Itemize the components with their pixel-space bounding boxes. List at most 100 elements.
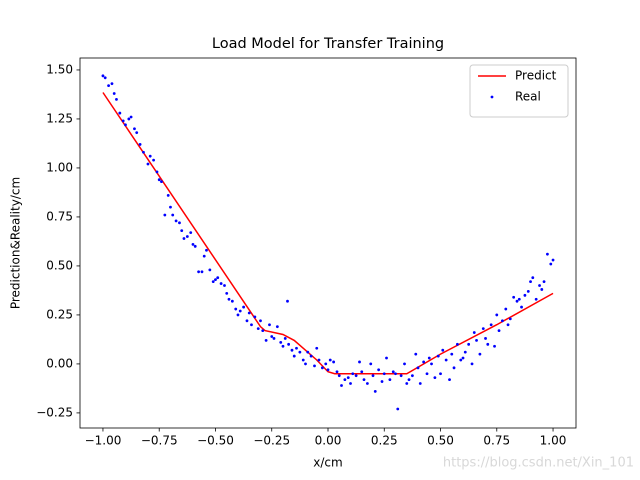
real-point — [546, 252, 549, 256]
real-point — [115, 97, 118, 101]
x-axis-label: x/cm — [313, 456, 342, 470]
real-point — [295, 346, 298, 350]
x-tick-label: 0.25 — [371, 434, 398, 448]
real-point — [320, 366, 324, 370]
real-point — [180, 229, 184, 233]
real-point — [512, 295, 516, 299]
real-point — [373, 389, 377, 393]
real-point — [182, 237, 186, 240]
real-point — [270, 335, 274, 338]
real-point — [399, 374, 403, 378]
real-point — [542, 280, 546, 284]
real-point — [264, 338, 268, 342]
real-point — [225, 291, 229, 295]
real-point — [247, 311, 251, 315]
x-tick-label: 0.00 — [315, 434, 342, 448]
real-point — [470, 362, 474, 366]
y-tick-label: 1.00 — [46, 160, 73, 174]
real-point — [360, 370, 364, 374]
real-point — [146, 162, 150, 166]
real-point — [489, 323, 493, 327]
real-point — [160, 180, 163, 184]
real-point — [230, 299, 234, 303]
real-point — [191, 242, 195, 246]
real-point — [155, 170, 159, 174]
real-point — [343, 378, 347, 381]
real-point — [227, 297, 231, 301]
real-point — [216, 276, 220, 280]
real-point — [497, 329, 501, 333]
real-point — [107, 84, 110, 88]
real-point — [520, 305, 523, 309]
real-point — [414, 352, 418, 356]
y-tick-label: −0.25 — [36, 405, 73, 419]
real-point — [504, 307, 508, 311]
real-point — [290, 348, 294, 352]
real-point — [439, 372, 442, 376]
real-point — [405, 382, 409, 385]
real-point — [268, 323, 271, 327]
real-point — [394, 372, 397, 376]
real-point — [531, 276, 535, 280]
chart-title: Load Model for Transfer Training — [212, 36, 444, 52]
real-point — [306, 350, 310, 354]
real-point — [478, 352, 482, 356]
real-point — [495, 313, 499, 317]
real-point — [534, 297, 538, 301]
real-point — [456, 342, 459, 346]
real-point — [538, 284, 541, 287]
real-point — [189, 231, 193, 235]
real-point — [484, 337, 487, 340]
real-point — [197, 270, 200, 274]
real-point — [358, 360, 361, 364]
real-point — [501, 319, 504, 323]
real-point — [205, 248, 208, 252]
real-point — [436, 354, 440, 358]
real-point — [526, 290, 530, 293]
real-point — [133, 127, 136, 131]
real-point — [388, 378, 392, 381]
real-point — [459, 358, 463, 362]
real-point — [292, 354, 296, 358]
real-point — [169, 205, 172, 209]
real-point — [166, 193, 170, 197]
real-point — [301, 358, 305, 362]
real-point — [486, 342, 490, 346]
x-tick-label: 0.50 — [427, 434, 454, 448]
real-point — [422, 360, 426, 364]
real-point — [493, 344, 496, 348]
real-point — [259, 319, 262, 323]
real-point — [444, 358, 448, 362]
real-point — [287, 342, 291, 346]
y-tick-label: 1.50 — [46, 62, 73, 76]
real-point — [354, 374, 358, 378]
y-tick-label: 0.25 — [46, 307, 73, 321]
real-point — [286, 299, 289, 303]
real-point — [208, 268, 212, 272]
y-tick-label: 0.50 — [46, 258, 73, 272]
real-point — [304, 362, 307, 366]
real-point — [382, 372, 386, 376]
x-tick-label: 1.00 — [540, 434, 567, 448]
real-point — [324, 362, 328, 366]
real-point — [309, 354, 313, 358]
real-point — [337, 374, 341, 378]
y-tick-label: 1.25 — [46, 111, 73, 125]
real-point — [234, 307, 238, 311]
real-point — [506, 323, 510, 327]
legend-label: Real — [515, 90, 541, 104]
real-point — [242, 305, 246, 309]
real-point — [127, 117, 131, 121]
real-point — [245, 319, 249, 323]
real-point — [211, 280, 215, 284]
real-point — [396, 407, 400, 411]
real-point — [508, 317, 512, 321]
real-point — [349, 382, 352, 385]
x-tick-label: −0.75 — [141, 434, 178, 448]
real-point — [369, 362, 373, 366]
real-point — [472, 331, 476, 334]
real-point — [523, 293, 527, 297]
real-point — [103, 76, 107, 80]
real-point — [121, 119, 125, 123]
